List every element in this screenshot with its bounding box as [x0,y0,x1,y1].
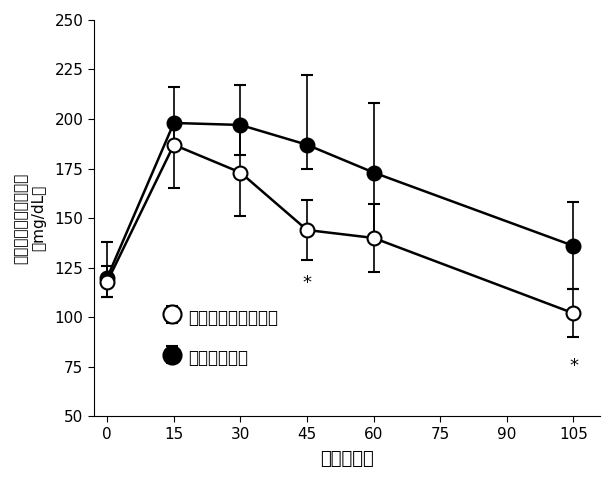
Y-axis label: 血中グルコースレベル
（mg/dL）: 血中グルコースレベル （mg/dL） [14,173,46,264]
Text: *: * [303,274,311,292]
Text: *: * [569,357,578,375]
X-axis label: 時間（分）: 時間（分） [320,450,374,468]
Legend: ファイバーシュガー, グラニュー糖: ファイバーシュガー, グラニュー糖 [163,299,285,376]
